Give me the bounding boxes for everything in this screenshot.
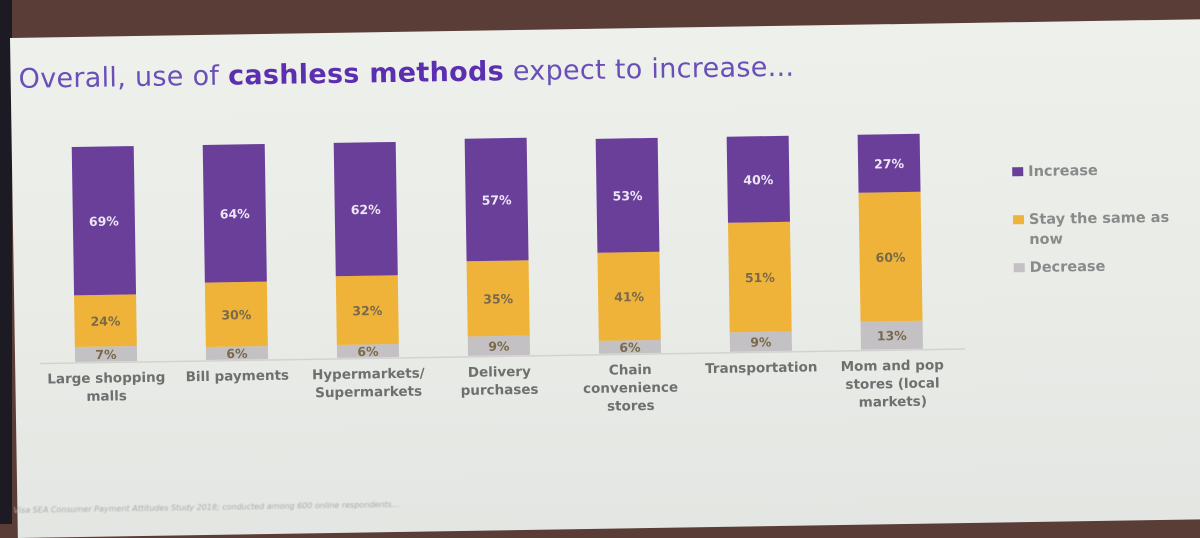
bar-segment-same <box>466 260 530 337</box>
bar-segment-decrease <box>467 335 531 356</box>
data-label-decrease: 6% <box>357 344 379 359</box>
category-label: Delivery <box>468 364 531 381</box>
data-label-decrease: 7% <box>95 347 117 362</box>
legend-label-decrease: Decrease <box>1029 258 1106 277</box>
legend-label-same: Stay the same as now <box>1028 209 1170 249</box>
bar-segment-same <box>204 281 268 348</box>
data-label-same: 41% <box>614 289 645 304</box>
bar-segment-same <box>727 221 792 333</box>
data-label-increase: 62% <box>351 202 382 217</box>
x-axis-line <box>40 348 966 365</box>
data-label-decrease: 6% <box>619 340 641 355</box>
data-label-same: 35% <box>483 291 514 306</box>
category-label: Bill payments <box>186 368 290 386</box>
category-label: stores <box>607 398 655 415</box>
data-label-increase: 53% <box>612 188 643 203</box>
category-label: markets) <box>859 394 928 411</box>
category-label: Mom and pop <box>841 357 945 375</box>
category-label: Large shopping <box>47 370 165 388</box>
legend-swatch-increase <box>1012 167 1024 177</box>
legend-swatch-same <box>1012 215 1025 225</box>
data-label-same: 51% <box>745 270 776 285</box>
data-label-increase: 27% <box>874 156 905 171</box>
bar-segment-increase <box>202 144 267 283</box>
data-label-decrease: 9% <box>750 334 772 349</box>
data-label-same: 24% <box>90 313 121 328</box>
data-label-increase: 57% <box>482 192 513 207</box>
bar-segment-increase <box>71 146 137 296</box>
bar-segment-same <box>335 275 399 346</box>
bar-segment-increase <box>464 137 529 262</box>
category-label: malls <box>86 388 127 405</box>
source-footnote: Visa SEA Consumer Payment Attitudes Stud… <box>13 499 400 516</box>
category-label: Supermarkets <box>315 384 422 402</box>
bar-segment-decrease <box>598 339 662 354</box>
data-label-increase: 40% <box>743 172 774 187</box>
category-label: convenience <box>583 380 678 397</box>
wall-background <box>0 0 12 524</box>
legend-label-increase: Increase <box>1028 162 1098 181</box>
category-label: Transportation <box>705 359 818 377</box>
data-label-decrease: 6% <box>226 346 248 361</box>
bar-segment-decrease <box>205 346 269 360</box>
data-label-increase: 64% <box>220 206 251 221</box>
category-label: stores (local <box>845 375 939 392</box>
bar-segment-increase <box>595 137 660 253</box>
data-label-same: 60% <box>875 250 906 265</box>
bar-segment-increase <box>857 133 921 193</box>
bar-segment-decrease <box>860 320 923 350</box>
bar-segment-same <box>858 191 923 322</box>
legend-item-increase: Increase <box>1012 159 1198 182</box>
category-label: Hypermarkets/ <box>312 366 425 384</box>
legend-swatch-decrease <box>1013 263 1025 273</box>
bar-segment-decrease <box>729 331 793 352</box>
bar-segment-decrease <box>74 345 138 363</box>
presentation-slide: Overall, use of cashless methods expect … <box>10 19 1200 538</box>
data-label-increase: 69% <box>89 213 120 228</box>
bar-segment-decrease <box>336 344 400 358</box>
bar-segment-increase <box>726 135 790 223</box>
category-label: Chain <box>609 362 652 379</box>
bar-segment-increase <box>333 141 398 277</box>
data-label-same: 32% <box>352 303 383 318</box>
legend-item-same: Stay the same as now <box>1012 207 1200 250</box>
data-label-same: 30% <box>221 307 252 322</box>
bar-segment-same <box>74 294 137 347</box>
data-label-decrease: 9% <box>488 339 510 354</box>
bar-segment-same <box>597 251 661 341</box>
legend-item-decrease: Decrease <box>1013 255 1200 278</box>
data-label-decrease: 13% <box>877 328 908 343</box>
chart-legend: Increase Stay the same as now Decrease <box>1012 159 1200 276</box>
category-label: purchases <box>461 382 539 399</box>
